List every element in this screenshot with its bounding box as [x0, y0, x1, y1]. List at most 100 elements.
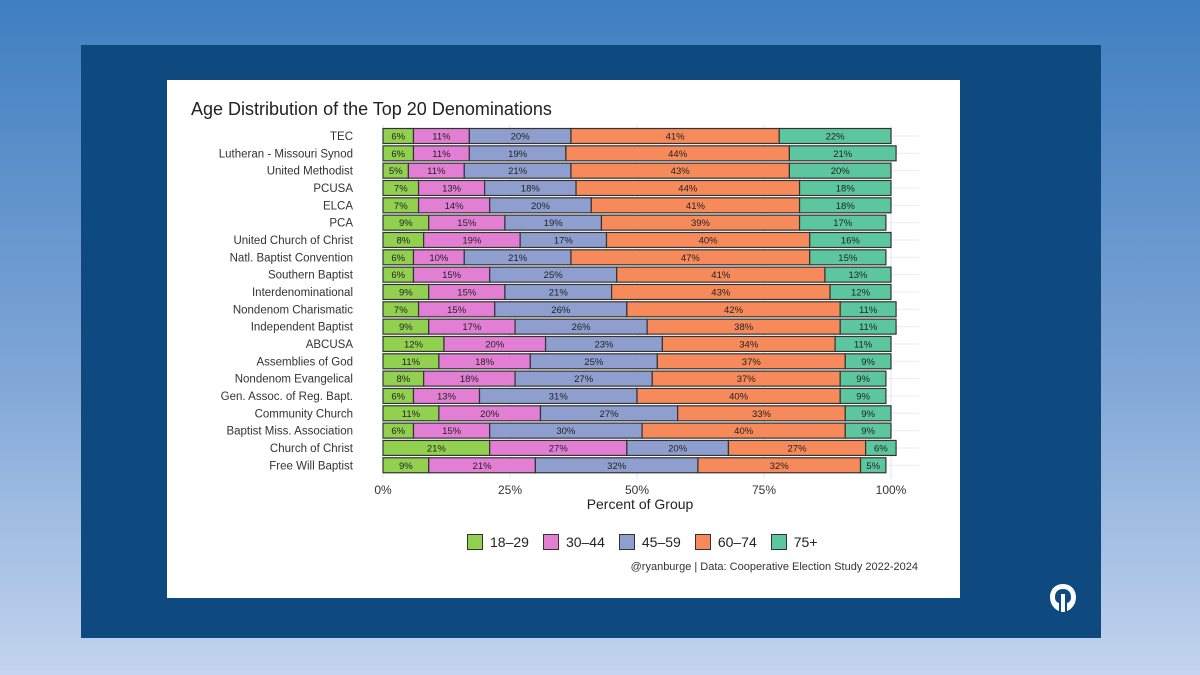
- data-label: 19%: [544, 218, 564, 229]
- logo-icon: [1050, 584, 1076, 612]
- data-label: 12%: [851, 287, 871, 298]
- legend-label: 60–74: [717, 534, 757, 550]
- data-label: 26%: [551, 305, 571, 316]
- data-label: 37%: [742, 357, 762, 368]
- y-tick-label: United Church of Christ: [233, 235, 353, 247]
- data-label: 17%: [833, 218, 853, 229]
- legend-item-30-44: 30–44: [542, 534, 605, 550]
- bar-segment: [798, 179, 892, 197]
- data-label: 11%: [859, 322, 878, 333]
- data-label: 6%: [391, 270, 405, 281]
- data-label: 18%: [836, 201, 856, 212]
- legend-item-75-plus: 75+: [770, 534, 818, 550]
- data-label: 9%: [861, 357, 875, 368]
- data-label: 20%: [511, 132, 531, 143]
- data-label: 15%: [447, 305, 467, 316]
- stacked-bar-chart: TEC 6% 11% 20% 41% 22% Lutheran - Missouri Syn…: [219, 124, 919, 497]
- bar-segment: [844, 422, 892, 439]
- data-label: 11%: [402, 409, 421, 420]
- bar-segment: [839, 387, 887, 405]
- data-label: 15%: [457, 218, 477, 229]
- data-label: 40%: [729, 391, 749, 402]
- bar-segment: [839, 370, 887, 387]
- data-label: 41%: [711, 270, 731, 281]
- data-label: 11%: [432, 132, 451, 143]
- legend-item-45-59: 45–59: [618, 534, 681, 550]
- y-tick-label: United Methodist: [267, 166, 354, 178]
- data-label: 6%: [391, 426, 405, 437]
- data-label: 21%: [508, 166, 528, 177]
- data-label: 41%: [666, 132, 686, 143]
- data-label: 40%: [699, 235, 719, 246]
- bar-segment: [844, 353, 892, 370]
- data-label: 9%: [399, 218, 413, 229]
- y-tick-label: PCUSA: [313, 183, 353, 195]
- y-tick-label: ABCUSA: [306, 339, 354, 351]
- legend-label: 18–29: [490, 534, 529, 550]
- x-tick-label: 75%: [752, 483, 776, 497]
- x-tick-label: 25%: [498, 483, 522, 497]
- data-label: 19%: [508, 149, 528, 160]
- data-label: 14%: [445, 201, 465, 212]
- bar-segment: [798, 197, 892, 214]
- data-label: 25%: [544, 270, 564, 281]
- x-tick-label: 0%: [374, 483, 392, 497]
- data-label: 37%: [737, 374, 757, 385]
- x-axis-title: Percent of Group: [586, 496, 694, 512]
- data-label: 17%: [462, 322, 482, 333]
- data-label: 41%: [686, 201, 706, 212]
- data-label: 5%: [866, 461, 880, 472]
- data-label: 18%: [836, 183, 856, 194]
- source-caption: @ryanburge | Data: Cooperative Election …: [630, 561, 918, 573]
- data-label: 11%: [854, 339, 873, 350]
- data-label: 15%: [442, 270, 462, 281]
- data-label: 27%: [788, 443, 808, 454]
- data-label: 17%: [554, 235, 574, 246]
- legend-swatch: [694, 534, 711, 550]
- data-label: 31%: [549, 391, 569, 402]
- data-label: 6%: [874, 443, 888, 454]
- data-label: 32%: [770, 461, 790, 472]
- data-label: 34%: [739, 339, 759, 350]
- y-tick-label: Lutheran - Missouri Synod: [219, 148, 353, 160]
- data-label: 21%: [427, 443, 447, 454]
- y-tick-label: Free Will Baptist: [269, 460, 354, 472]
- data-label: 10%: [429, 253, 449, 264]
- data-label: 9%: [861, 409, 875, 420]
- legend-swatch: [618, 534, 635, 550]
- data-label: 12%: [404, 339, 424, 350]
- data-label: 9%: [856, 391, 870, 402]
- y-tick-label: Independent Baptist: [251, 322, 354, 334]
- bar-segment: [809, 249, 887, 266]
- data-label: 6%: [391, 149, 405, 160]
- data-label: 21%: [508, 253, 528, 264]
- data-label: 8%: [396, 374, 410, 385]
- data-label: 18%: [460, 374, 480, 385]
- legend-label: 45–59: [641, 534, 681, 550]
- data-label: 42%: [724, 305, 744, 316]
- data-label: 39%: [691, 218, 711, 229]
- data-label: 43%: [711, 287, 731, 298]
- data-label: 5%: [389, 166, 403, 177]
- legend-item-60-74: 60–74: [694, 534, 757, 550]
- data-label: 38%: [734, 322, 754, 333]
- bar-segment: [839, 318, 897, 335]
- legend-label: 30–44: [565, 534, 605, 550]
- data-label: 11%: [402, 357, 421, 368]
- data-label: 7%: [394, 305, 408, 316]
- data-label: 21%: [833, 149, 853, 160]
- data-label: 32%: [607, 461, 627, 472]
- y-tick-label: Southern Baptist: [268, 270, 354, 282]
- data-label: 15%: [838, 253, 858, 264]
- data-label: 33%: [752, 409, 772, 420]
- y-tick-label: Assemblies of God: [256, 356, 353, 368]
- data-label: 21%: [473, 461, 493, 472]
- y-tick-label: Natl. Baptist Convention: [230, 252, 353, 264]
- data-label: 19%: [462, 235, 482, 246]
- bar-segment: [788, 162, 892, 179]
- data-label: 20%: [831, 166, 851, 177]
- data-label: 11%: [427, 166, 446, 177]
- y-tick-label: Baptist Miss. Association: [226, 426, 353, 438]
- bar-segment: [824, 266, 892, 283]
- data-label: 6%: [391, 391, 405, 402]
